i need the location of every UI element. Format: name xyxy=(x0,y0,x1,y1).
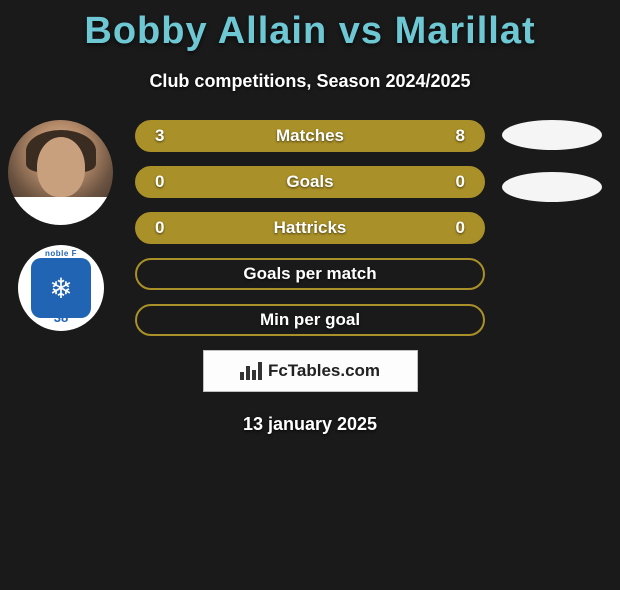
opponent-placeholder-oval xyxy=(502,120,602,150)
stat-right-value: 0 xyxy=(445,218,465,238)
brand-text: FcTables.com xyxy=(268,361,380,381)
stat-label: Goals per match xyxy=(243,264,376,284)
stat-left-value: 3 xyxy=(155,126,175,146)
stat-bar: 0 Goals 0 xyxy=(135,166,485,198)
stat-label: Min per goal xyxy=(260,310,360,330)
stat-bar: 3 Matches 8 xyxy=(135,120,485,152)
brand-box[interactable]: FcTables.com xyxy=(203,350,418,392)
stat-label: Hattricks xyxy=(274,218,347,238)
stat-left-value: 0 xyxy=(155,172,175,192)
opponent-placeholder-oval xyxy=(502,172,602,202)
club-logo: noble F ❄ 38 xyxy=(18,245,104,331)
right-column xyxy=(502,120,602,224)
stat-label: Matches xyxy=(276,126,344,146)
stat-bar: Goals per match xyxy=(135,258,485,290)
left-column: noble F ❄ 38 xyxy=(8,120,113,331)
stat-bar: 0 Hattricks 0 xyxy=(135,212,485,244)
date-text: 13 january 2025 xyxy=(0,414,620,435)
stat-label: Goals xyxy=(286,172,333,192)
stat-bar: Min per goal xyxy=(135,304,485,336)
club-logo-number: 38 xyxy=(54,310,68,325)
stat-left-value: 0 xyxy=(155,218,175,238)
stat-right-value: 8 xyxy=(445,126,465,146)
player-avatar xyxy=(8,120,113,225)
stat-bars: 3 Matches 8 0 Goals 0 0 Hattricks 0 Goals per mat… xyxy=(135,120,485,336)
stat-right-value: 0 xyxy=(445,172,465,192)
page-title: Bobby Allain vs Marillat xyxy=(0,10,620,53)
subtitle: Club competitions, Season 2024/2025 xyxy=(0,71,620,92)
club-logo-snowflake-icon: ❄ xyxy=(31,258,91,318)
bar-chart-icon xyxy=(240,362,262,380)
comparison-content: noble F ❄ 38 3Matches80Goals00Hattricks0… xyxy=(0,120,620,336)
club-arc-text: noble F xyxy=(45,249,77,258)
